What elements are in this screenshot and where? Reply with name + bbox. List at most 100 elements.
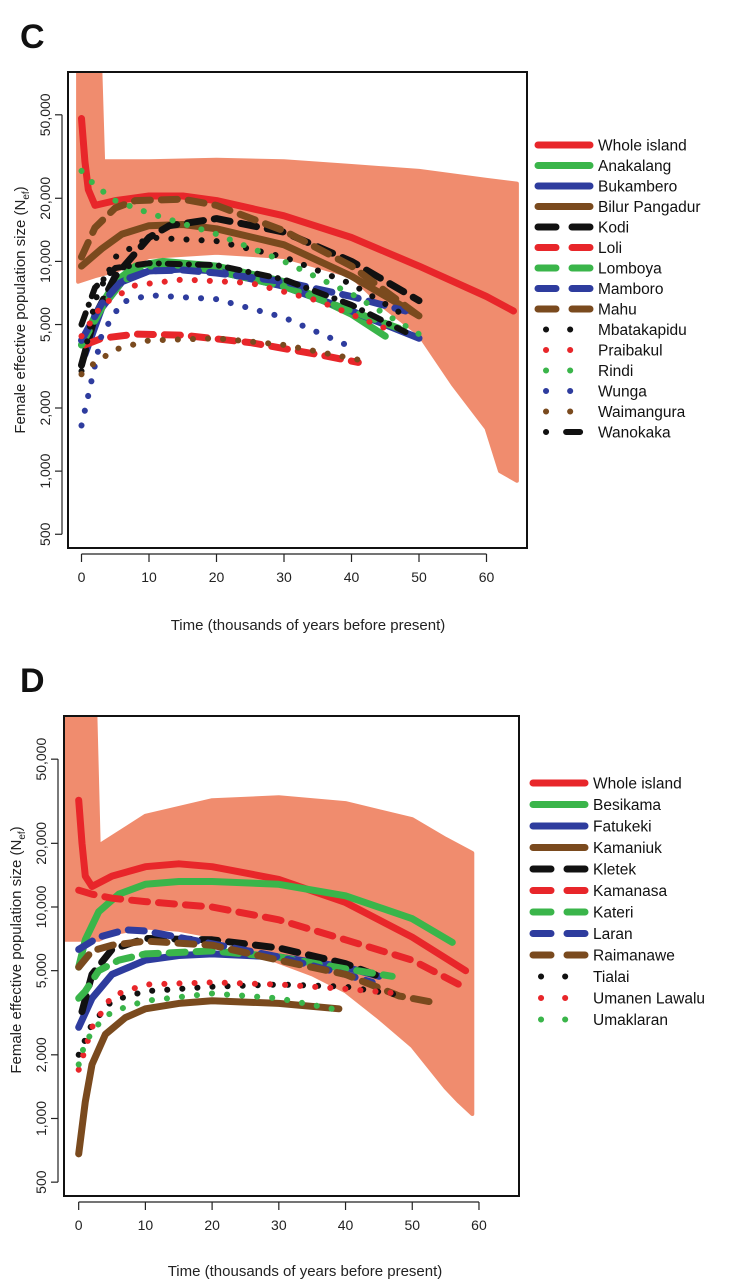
panel-c-y-axis-label: Female effective population size (Nef) <box>12 186 32 433</box>
panel-d-series <box>75 796 470 1158</box>
panel-d-y-axis-label-sub: ef <box>17 831 28 840</box>
panel-d: D 0 10 20 30 40 50 60 500 1,000 2,000 5,000 10,000… <box>8 662 705 1280</box>
panel-c-y-axis-label-close: ) <box>12 186 29 191</box>
panel-c-series-14 <box>78 260 409 336</box>
panel-c-y-tick-label: 2,000 <box>37 390 53 425</box>
panel-c-legend-label-7: Mamboro <box>598 281 663 298</box>
panel-d-y-tick-label: 2,000 <box>33 1037 49 1072</box>
panel-c-y-tick-label: 20,000 <box>37 177 53 220</box>
panel-c-legend-label-12: Wunga <box>598 384 647 401</box>
panel-d-legend-label-1: Besikama <box>593 797 661 814</box>
panel-d-series-8 <box>75 937 443 1007</box>
panel-d-y-axis-label-main: Female effective population size (N <box>8 840 25 1074</box>
panel-d-legend-label-0: Whole island <box>593 776 682 793</box>
panel-d-x-tick-label: 50 <box>404 1217 420 1233</box>
panel-d-x-tick-label: 0 <box>75 1217 83 1233</box>
panel-c-legend-label-2: Bukambero <box>598 179 677 196</box>
panel-d-legend-label-9: Tialai <box>593 969 629 986</box>
panel-c-confidence-band <box>76 72 519 483</box>
panel-d-series-10 <box>75 979 402 1073</box>
panel-d-legend-label-11: Umaklaran <box>593 1012 668 1029</box>
panel-c-x-tick-label: 60 <box>479 569 495 585</box>
panel-d-legend: Whole island Besikama Fatukeki Kamaniuk Klet… <box>529 776 705 1029</box>
panel-c-legend-label-4: Kodi <box>598 220 629 237</box>
panel-c-x-tick-label: 20 <box>209 569 225 585</box>
panel-c-y-tick-label: 500 <box>37 522 53 546</box>
panel-c-series-0 <box>78 115 517 315</box>
panel-d-x-tick-label: 20 <box>204 1217 220 1233</box>
panel-c-legend: Whole island Anakalang Bukambero Bilur Pang… <box>534 138 701 442</box>
panel-d-x-tick-label: 60 <box>471 1217 487 1233</box>
panel-c-series <box>78 115 517 429</box>
panel-d-y-tick-label: 20,000 <box>33 822 49 865</box>
panel-d-legend-label-7: Laran <box>593 926 633 943</box>
panel-c-x-tick-label: 10 <box>141 569 157 585</box>
panel-c-y-tick-label: 50,000 <box>37 93 53 136</box>
panel-d-series-7 <box>75 926 376 986</box>
panel-d-letter: D <box>20 662 45 700</box>
panel-c-legend-label-13: Waimangura <box>598 404 686 421</box>
panel-c-legend-label-5: Loli <box>598 240 622 257</box>
panel-c-legend-label-11: Rindi <box>598 363 633 380</box>
panel-c-series-8 <box>78 195 423 320</box>
panel-c-series-7 <box>78 266 409 344</box>
panel-c-series-13 <box>78 335 362 378</box>
panel-c-x-tick-label: 50 <box>411 569 427 585</box>
panel-d-y-ticks: 500 1,000 2,000 5,000 10,000 20,000 50,000 <box>33 738 59 1194</box>
panel-c-series-11 <box>78 167 422 338</box>
panel-c-y-tick-label: 5,000 <box>37 307 53 342</box>
panel-d-x-tick-label: 10 <box>138 1217 154 1233</box>
panel-d-plot-frame <box>63 715 520 1197</box>
panel-c-legend-label-0: Whole island <box>598 138 687 155</box>
panel-d-y-tick-label: 10,000 <box>33 885 49 928</box>
panel-c-series-3 <box>78 221 423 320</box>
panel-d-x-tick-label: 30 <box>271 1217 287 1233</box>
panel-d-legend-label-5: Kamanasa <box>593 883 667 900</box>
panel-c-y-tick-label: 1,000 <box>37 453 53 488</box>
panel-c-band-area <box>76 72 519 483</box>
panel-c-y-axis-label-main: Female effective population size (N <box>12 200 29 434</box>
panel-d-y-tick-label: 500 <box>33 1170 49 1194</box>
panel-c-x-tick-label: 0 <box>78 569 86 585</box>
panel-c-series-12 <box>78 292 355 429</box>
panel-c-legend-label-9: Mbatakapidu <box>598 322 687 339</box>
panel-c-legend-label-8: Mahu <box>598 302 637 319</box>
panel-d-y-axis-label: Female effective population size (Nef) <box>8 826 28 1073</box>
panel-c-legend-label-10: Praibakul <box>598 343 663 360</box>
panel-c-y-axis-label-sub: ef <box>21 191 32 200</box>
panel-d-series-5 <box>75 886 463 988</box>
panel-c-x-ticks: 0 10 20 30 40 50 60 <box>78 553 495 585</box>
panel-d-x-ticks: 0 10 20 30 40 50 60 <box>75 1201 487 1233</box>
panel-d-x-tick-label: 40 <box>338 1217 354 1233</box>
panel-d-legend-label-3: Kamaniuk <box>593 840 662 857</box>
panel-c-x-axis-label: Time (thousands of years before present) <box>171 617 446 634</box>
panel-d-series-3 <box>75 997 343 1158</box>
panel-c-x-tick-label: 40 <box>344 569 360 585</box>
panel-d-series-11 <box>75 990 336 1068</box>
panel-d-y-tick-label: 50,000 <box>33 738 49 781</box>
panel-c-legend-label-6: Lomboya <box>598 261 662 278</box>
panel-d-y-axis-label-close: ) <box>8 826 25 831</box>
panel-d-y-tick-label: 1,000 <box>33 1101 49 1136</box>
panel-c-x-tick-label: 30 <box>276 569 292 585</box>
panel-c-letter: C <box>20 18 45 56</box>
panel-d-series-9 <box>75 981 409 1058</box>
panel-d-legend-label-4: Kletek <box>593 862 636 879</box>
panel-d-x-axis-label: Time (thousands of years before present) <box>168 1263 443 1280</box>
panel-d-legend-label-10: Umanen Lawalu <box>593 991 705 1008</box>
panel-d-legend-label-8: Raimanawe <box>593 948 675 965</box>
panel-c-legend-label-3: Bilur Pangadur <box>598 199 701 216</box>
panel-d-legend-label-6: Kateri <box>593 905 634 922</box>
panel-c-y-tick-label: 10,000 <box>37 240 53 283</box>
panel-d-series-6 <box>75 947 396 1002</box>
panel-d-legend-label-2: Fatukeki <box>593 819 652 836</box>
panel-c-legend-label-1: Anakalang <box>598 158 671 175</box>
panel-c: C 0 10 20 30 40 50 60 500 1,000 2,000 5,000 10,000… <box>12 18 701 634</box>
panel-d-series-0 <box>75 796 470 975</box>
panel-d-y-tick-label: 5,000 <box>33 953 49 988</box>
panel-c-legend-label-14: Wanokaka <box>598 425 671 442</box>
panel-d-series-1 <box>75 878 456 971</box>
panel-c-y-ticks: 500 1,000 2,000 5,000 10,000 20,000 50,000 <box>37 93 63 546</box>
panel-c-plot-frame <box>67 71 528 549</box>
